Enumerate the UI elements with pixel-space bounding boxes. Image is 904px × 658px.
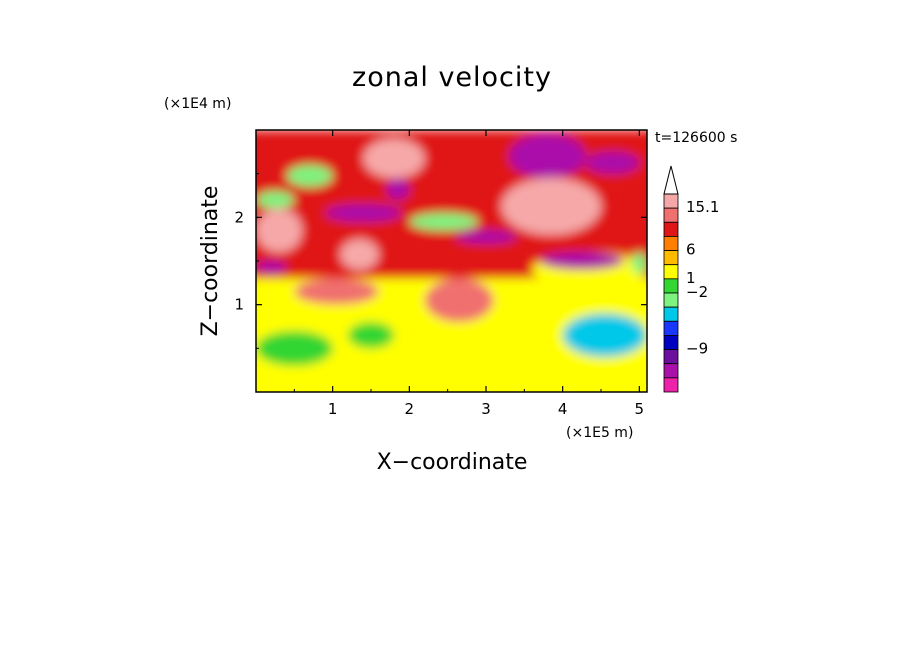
contour-region xyxy=(424,278,494,323)
contour-region xyxy=(348,322,394,349)
contour-region xyxy=(256,261,287,275)
colorbar-swatch xyxy=(663,320,679,336)
y-scale-label: (×1E4 m) xyxy=(164,96,231,112)
time-label: t=126600 s xyxy=(655,130,737,146)
colorbar-label: −2 xyxy=(686,283,708,301)
contour-region xyxy=(386,178,410,200)
contour-region xyxy=(378,147,402,165)
contour-region xyxy=(631,252,647,275)
chart-title: zonal velocity xyxy=(352,62,552,93)
colorbar-swatch xyxy=(663,193,679,209)
contour-region xyxy=(508,134,586,179)
colorbar-swatch xyxy=(663,292,679,308)
colorbar-swatch xyxy=(663,278,679,294)
x-axis: 1 2 3 4 5 xyxy=(293,130,645,418)
x-tick-label: 4 xyxy=(558,400,568,418)
contour-region xyxy=(501,178,601,235)
contour-region xyxy=(562,313,647,358)
colorbar-swatch xyxy=(663,207,679,223)
x-axis-label: X−coordinate xyxy=(377,450,528,475)
contour-region xyxy=(325,204,402,222)
colorbar-label: 15.1 xyxy=(686,198,719,216)
colorbar-swatch xyxy=(663,306,679,322)
contour-region xyxy=(256,191,295,209)
contour-region xyxy=(585,151,640,174)
colorbar-swatch xyxy=(663,363,679,379)
contour-region xyxy=(340,239,379,270)
colorbar-swatch xyxy=(663,221,679,237)
colorbar-swatch xyxy=(663,264,679,280)
y-axis: 12 xyxy=(234,173,647,349)
x-tick-label: 2 xyxy=(405,400,415,418)
colorbar-swatch xyxy=(663,250,679,266)
colorbar-swatch xyxy=(663,349,679,365)
contour-field xyxy=(256,130,647,392)
contour-region xyxy=(286,164,333,187)
x-tick-label: 3 xyxy=(481,400,491,418)
y-tick-label: 1 xyxy=(234,296,244,314)
x-tick-label: 1 xyxy=(328,400,338,418)
y-tick-label: 2 xyxy=(234,208,244,226)
contour-region xyxy=(409,212,479,231)
contour-region xyxy=(539,252,624,270)
colorbar-label: 1 xyxy=(686,269,696,287)
x-scale-label: (×1E5 m) xyxy=(566,425,633,441)
colorbar-label: −9 xyxy=(686,340,708,358)
contour-region xyxy=(455,230,517,244)
colorbar-swatch xyxy=(663,236,679,251)
colorbar-swatch xyxy=(663,335,679,350)
colorbar-extend-arrow xyxy=(663,165,679,195)
x-tick-label: 5 xyxy=(635,400,645,418)
contour-region xyxy=(256,208,302,253)
colorbar-label: 6 xyxy=(686,241,696,259)
colorbar: 15.1 6 1−2 −9 xyxy=(663,165,719,393)
y-axis-label: Z−coordinate xyxy=(198,186,223,337)
contour-region xyxy=(256,330,333,366)
contour-region xyxy=(294,278,379,305)
colorbar-swatch xyxy=(663,377,679,393)
